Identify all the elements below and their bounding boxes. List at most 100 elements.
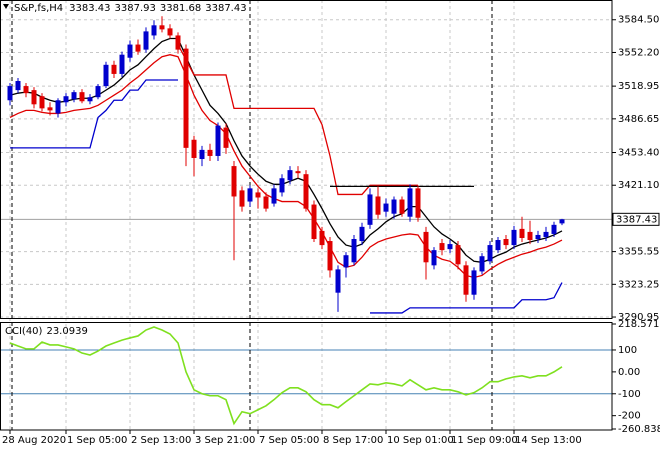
y-tick-label: -100: [618, 389, 641, 400]
x-tick-label: 28 Aug 2020: [2, 435, 66, 446]
candle-body: [479, 256, 485, 272]
candle-body: [439, 243, 445, 251]
candle-body: [559, 219, 565, 224]
candle-body: [519, 228, 525, 238]
candle-body: [191, 139, 197, 158]
cci-panel-frame: [0, 322, 613, 431]
y-tick-label: 3323.25: [618, 279, 659, 290]
x-tick-label: 2 Sep 13:00: [131, 435, 191, 446]
candle-body: [319, 230, 325, 246]
cci-value: 23.0939: [46, 326, 87, 337]
candle-body: [503, 239, 509, 246]
candle-body: [511, 229, 517, 246]
x-tick-label: 3 Sep 21:00: [195, 435, 255, 446]
candle-body: [31, 90, 37, 105]
candle-body: [543, 231, 549, 237]
low-value: 3381.68: [160, 3, 201, 14]
candle-body: [127, 44, 133, 58]
candle-body: [103, 64, 109, 87]
y-tick-label: 100: [618, 345, 637, 356]
y-tick-label: 3290.95: [618, 312, 659, 323]
candle-body: [119, 54, 125, 74]
y-tick-label: 3421.10: [618, 180, 659, 191]
candle-body: [239, 190, 245, 207]
candle-body: [151, 25, 157, 36]
candle-body: [79, 92, 85, 102]
candle-body: [223, 127, 229, 148]
y-tick-label: 0.00: [618, 367, 640, 378]
candle-body: [23, 86, 29, 94]
x-tick-label: 11 Sep 09:00: [451, 435, 518, 446]
price-label-box: [612, 212, 660, 226]
price-label: 3387.43: [616, 214, 657, 225]
candle-body: [551, 224, 557, 234]
candle-body: [447, 244, 453, 250]
candle-body: [431, 250, 437, 266]
candle-body: [303, 174, 309, 209]
cci-title: CCI(40): [5, 326, 43, 337]
candle-body: [487, 245, 493, 262]
candle-body: [359, 226, 365, 242]
candle-body: [327, 241, 333, 271]
candle-body: [287, 170, 293, 181]
y-tick-label: 3518.95: [618, 81, 659, 92]
x-tick-label: 10 Sep 01:00: [387, 435, 454, 446]
candle-body: [527, 231, 533, 241]
y-tick-label: 218.5717: [618, 319, 660, 330]
x-tick-label: 7 Sep 05:00: [259, 435, 319, 446]
candle-body: [391, 199, 397, 214]
x-tick-label: 1 Sep 05:00: [67, 435, 127, 446]
x-tick-label: 14 Sep 13:00: [515, 435, 582, 446]
candle-body: [407, 188, 413, 217]
candle-body: [7, 86, 13, 101]
candle-body: [63, 96, 69, 103]
y-tick-label: 3355.55: [618, 247, 659, 258]
candle-body: [247, 188, 253, 202]
y-tick-label: -200: [618, 411, 641, 422]
cci-header: CCI(40) 23.0939: [5, 326, 88, 337]
candle-body: [255, 192, 261, 198]
candle-body: [135, 44, 141, 52]
indicator-line: [9, 326, 563, 426]
indicator-line: [9, 37, 563, 263]
candle-body: [39, 96, 45, 109]
candle-body: [175, 35, 181, 50]
close-value: 3387.43: [205, 3, 246, 14]
indicator-line: [177, 44, 418, 196]
candle-body: [295, 171, 301, 174]
candle-body: [335, 269, 341, 293]
indicator-line: [10, 79, 563, 314]
candle-body: [95, 86, 101, 98]
candle-body: [383, 203, 389, 212]
candle-body: [15, 81, 21, 91]
candle-body: [535, 234, 541, 240]
x-tick-label: 8 Sep 17:00: [323, 435, 383, 446]
candle-body: [215, 125, 221, 156]
main-header: S&P,fs,H4 3383.43 3387.93 3381.68 3387.43: [14, 3, 247, 14]
main-panel-frame: [0, 0, 613, 319]
menu-arrow-icon[interactable]: [3, 4, 9, 9]
candle-body: [311, 204, 317, 240]
candle-body: [47, 107, 53, 111]
candle-body: [399, 199, 405, 214]
candle-body: [351, 239, 357, 263]
candle-body: [55, 100, 61, 114]
candle-body: [463, 265, 469, 295]
y-tick-label: -260.8386: [618, 424, 660, 435]
open-value: 3383.43: [69, 3, 110, 14]
candle-body: [375, 196, 381, 215]
candle-body: [415, 188, 421, 218]
candle-body: [279, 178, 285, 193]
y-tick-label: 3486.65: [618, 114, 659, 125]
candle-body: [111, 64, 117, 74]
candle-body: [231, 166, 237, 197]
symbol: S&P,fs,H4: [14, 3, 63, 14]
candle-body: [159, 25, 165, 30]
candle-body: [199, 149, 205, 159]
indicator-line: [9, 54, 563, 279]
candle-body: [495, 240, 501, 251]
marks: [7, 16, 565, 426]
candle-body: [143, 31, 149, 50]
grid: [0, 0, 612, 430]
